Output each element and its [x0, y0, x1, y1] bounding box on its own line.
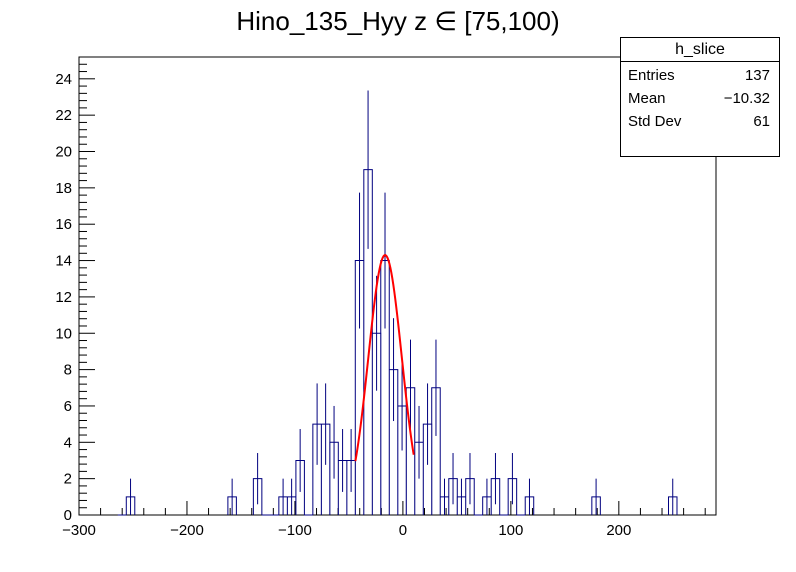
stats-row-entries: Entries 137	[621, 64, 779, 87]
y-tick-label: 18	[55, 180, 72, 197]
stats-value: 137	[744, 67, 770, 84]
stats-box-title: h_slice	[621, 38, 779, 62]
x-tick-label: −300	[62, 522, 96, 539]
y-tick-label: 8	[64, 362, 72, 379]
x-tick-label: −100	[278, 522, 312, 539]
stats-label: Entries	[628, 67, 675, 84]
y-tick-label: 20	[55, 144, 72, 161]
gaussian-fit-curve	[354, 254, 415, 462]
y-tick-label: 12	[55, 289, 72, 306]
stats-label: Std Dev	[628, 113, 682, 130]
stats-box: h_slice Entries 137 Mean −10.32 Std Dev …	[620, 37, 780, 157]
stats-value: 61	[753, 113, 770, 130]
x-tick-label: 100	[498, 522, 523, 539]
histogram-steps	[117, 169, 678, 516]
y-tick-label: 22	[55, 107, 72, 124]
y-tick-label: 16	[55, 216, 72, 233]
x-tick-label: 200	[606, 522, 631, 539]
stats-row-mean: Mean −10.32	[621, 87, 779, 110]
y-tick-label: 6	[64, 398, 72, 415]
stats-row-stddev: Std Dev 61	[621, 110, 779, 133]
chart-title: Hino_135_Hyy z ∈ [75,100)	[236, 6, 560, 36]
y-tick-label: 14	[55, 253, 72, 270]
y-tick-label: 0	[64, 507, 72, 524]
stats-value: −10.32	[723, 90, 770, 107]
stats-label: Mean	[628, 90, 666, 107]
y-tick-label: 24	[55, 71, 72, 88]
y-tick-label: 4	[64, 434, 72, 451]
y-tick-label: 10	[55, 325, 72, 342]
x-tick-label: 0	[399, 522, 407, 539]
x-tick-label: −200	[170, 522, 204, 539]
y-tick-label: 2	[64, 471, 72, 488]
